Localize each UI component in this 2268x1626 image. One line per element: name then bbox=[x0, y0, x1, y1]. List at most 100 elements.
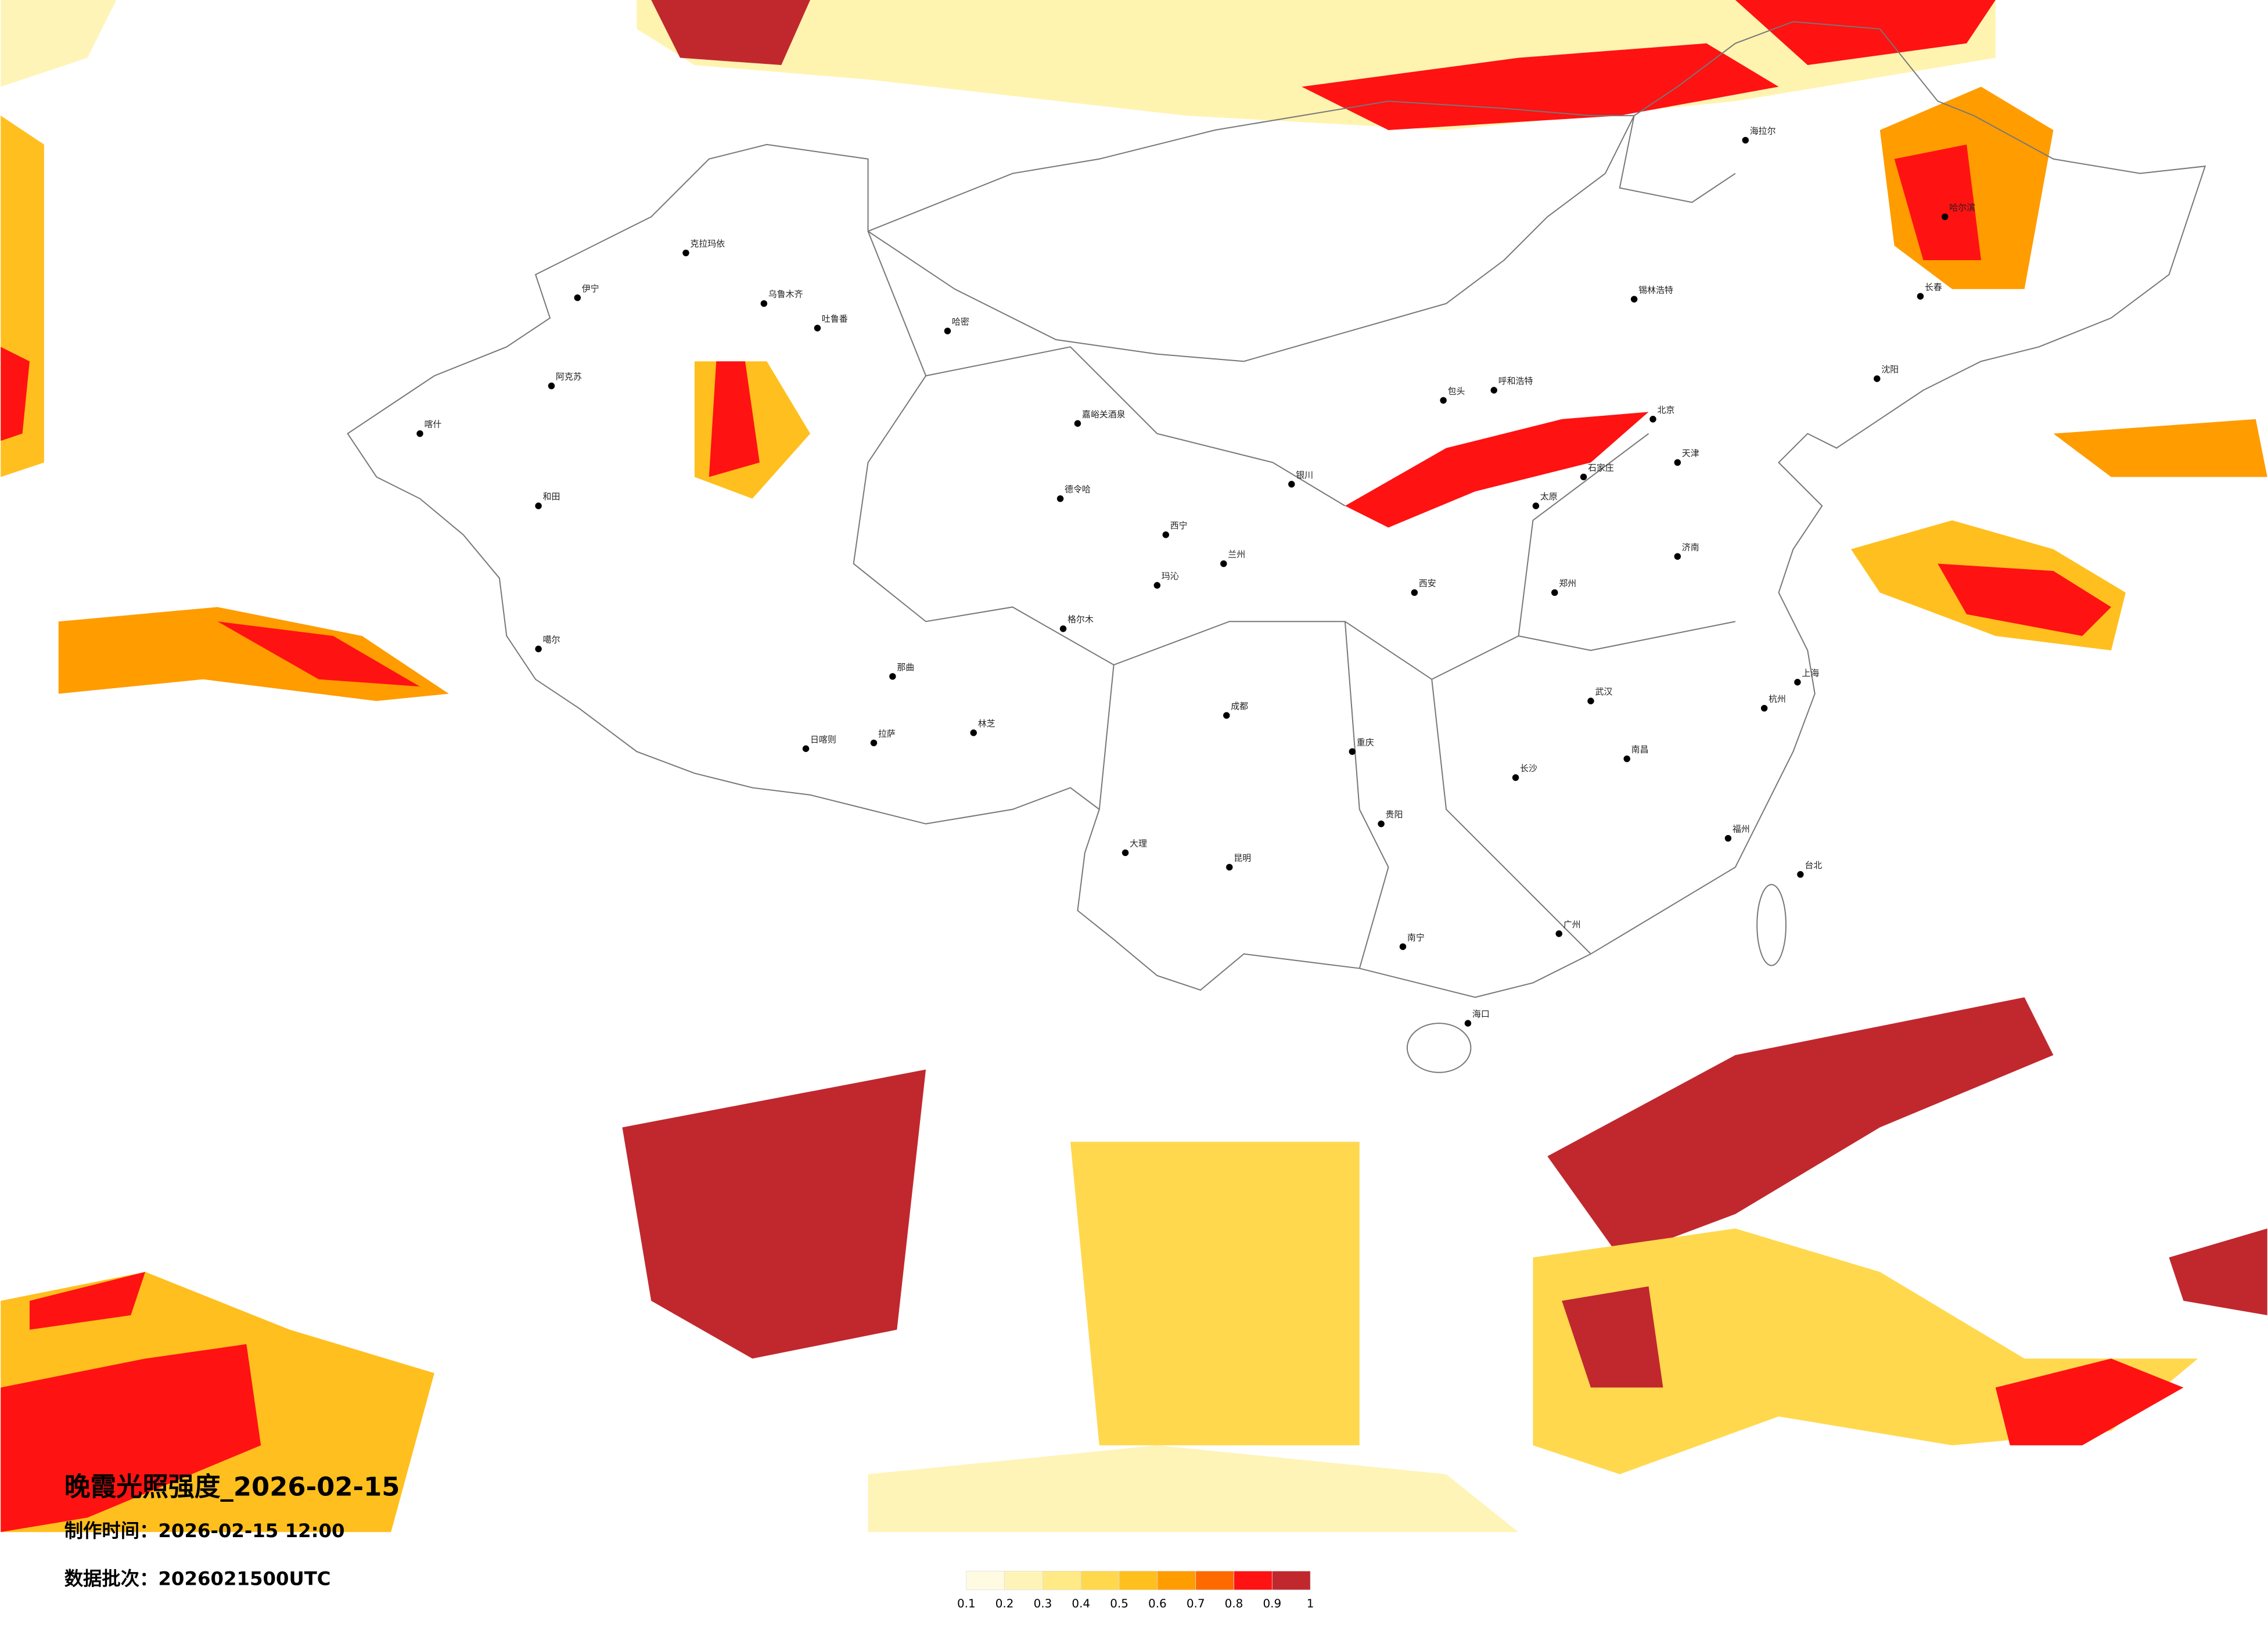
city-label: 长沙 bbox=[1520, 763, 1537, 774]
legend-tick-label: 0.5 bbox=[1110, 1597, 1128, 1610]
city-label: 西宁 bbox=[1170, 520, 1188, 531]
city-dot bbox=[1794, 679, 1801, 686]
city-dot bbox=[1220, 560, 1227, 567]
city-label: 太原 bbox=[1540, 491, 1558, 502]
heat-region bbox=[651, 0, 810, 65]
city-label: 南宁 bbox=[1407, 932, 1425, 942]
city-label: 兰州 bbox=[1228, 549, 1245, 560]
legend-tick-label: 0.6 bbox=[1148, 1597, 1167, 1610]
city-label: 格尔木 bbox=[1067, 614, 1094, 625]
city-label: 阿克苏 bbox=[556, 372, 582, 382]
city-label: 石家庄 bbox=[1588, 462, 1614, 473]
city-dot bbox=[1464, 1020, 1472, 1027]
city-label: 伊宁 bbox=[582, 283, 599, 294]
legend-tick-label: 0.3 bbox=[1034, 1597, 1052, 1610]
heat-region bbox=[868, 1445, 1519, 1533]
city-dot bbox=[1162, 531, 1169, 538]
city-dot bbox=[682, 249, 689, 257]
city-label: 噶尔 bbox=[543, 635, 560, 645]
heat-region bbox=[29, 1272, 146, 1330]
heat-region bbox=[1, 347, 30, 441]
city-dot bbox=[1649, 416, 1656, 423]
city-dot bbox=[1074, 420, 1081, 427]
city-dot bbox=[944, 328, 951, 334]
title: 晚霞光照强度_2026-02-15 bbox=[64, 1472, 400, 1502]
city-dot bbox=[1674, 553, 1681, 560]
city-label: 天津 bbox=[1682, 448, 1699, 459]
legend-tick-label: 0.9 bbox=[1263, 1597, 1281, 1610]
heat-region bbox=[1, 1344, 261, 1533]
city-label: 和田 bbox=[543, 491, 560, 502]
heat-region bbox=[1562, 1286, 1663, 1388]
city-label: 昆明 bbox=[1234, 852, 1251, 863]
city-dot bbox=[889, 673, 896, 680]
city-label: 北京 bbox=[1657, 405, 1674, 415]
legend-swatch bbox=[1004, 1571, 1043, 1591]
legend-swatch bbox=[1043, 1571, 1081, 1591]
city-label: 吐鲁番 bbox=[822, 314, 848, 324]
city-label: 玛沁 bbox=[1162, 571, 1179, 581]
city-dot bbox=[1056, 495, 1064, 502]
city-dot bbox=[535, 645, 542, 653]
city-label: 拉萨 bbox=[878, 728, 896, 739]
city-dot bbox=[1551, 589, 1558, 596]
city-label: 福州 bbox=[1733, 824, 1750, 834]
city-dot bbox=[1555, 930, 1562, 937]
data-batch: 数据批次：2026021500UTC bbox=[64, 1567, 331, 1589]
heat-region bbox=[1, 0, 117, 87]
legend-swatch bbox=[1234, 1571, 1273, 1591]
city-label: 德令哈 bbox=[1065, 484, 1091, 495]
heat-region bbox=[1894, 144, 1981, 260]
heat-region bbox=[1345, 412, 1649, 528]
city-label: 哈密 bbox=[952, 316, 969, 327]
city-dot bbox=[1153, 582, 1161, 589]
city-label: 广州 bbox=[1563, 919, 1581, 930]
city-dot bbox=[1059, 625, 1067, 632]
city-dot bbox=[814, 325, 821, 332]
city-dot bbox=[1223, 712, 1230, 719]
mongolia-border bbox=[868, 100, 1736, 232]
city-label: 银川 bbox=[1296, 470, 1313, 480]
city-dot bbox=[416, 430, 423, 437]
city-label: 林芝 bbox=[978, 718, 995, 729]
heat-region bbox=[1995, 1358, 2184, 1445]
city-dot bbox=[1122, 849, 1129, 857]
city-label: 海拉尔 bbox=[1750, 125, 1776, 136]
taiwan-border bbox=[1756, 884, 1787, 966]
city-label: 上海 bbox=[1802, 668, 1819, 678]
china-border bbox=[347, 21, 2206, 998]
city-label: 西安 bbox=[1419, 578, 1436, 589]
city-label: 海口 bbox=[1472, 1009, 1490, 1019]
city-label: 成都 bbox=[1231, 701, 1248, 711]
legend-tick-label: 0.2 bbox=[995, 1597, 1014, 1610]
city-label: 包头 bbox=[1448, 386, 1465, 396]
city-label: 武汉 bbox=[1595, 686, 1612, 697]
city-dot bbox=[1411, 589, 1418, 596]
city-label: 济南 bbox=[1682, 542, 1699, 552]
legend-tick-label: 1 bbox=[1307, 1597, 1314, 1610]
city-dot bbox=[1512, 774, 1519, 781]
borders bbox=[347, 21, 2206, 1073]
legend-swatch bbox=[1271, 1571, 1311, 1591]
city-label: 哈尔滨 bbox=[1949, 202, 1975, 213]
legend-tick-label: 0.8 bbox=[1225, 1597, 1243, 1610]
heat-region bbox=[2169, 1228, 2267, 1315]
city-dot bbox=[1580, 473, 1587, 481]
legend-swatch bbox=[966, 1571, 1005, 1591]
city-dot bbox=[1797, 871, 1804, 878]
city-dot bbox=[548, 382, 555, 390]
heat-region bbox=[2053, 419, 2267, 477]
city-dot bbox=[1724, 834, 1732, 842]
legend-swatch bbox=[1119, 1571, 1158, 1591]
legend-tick-label: 0.4 bbox=[1072, 1597, 1090, 1610]
heat-region bbox=[622, 1069, 926, 1359]
legend-swatch bbox=[1157, 1571, 1196, 1591]
city-dot bbox=[802, 745, 810, 752]
city-label: 杭州 bbox=[1769, 694, 1786, 704]
city-label: 沈阳 bbox=[1881, 364, 1899, 375]
production-time: 制作时间：2026-02-15 12:00 bbox=[64, 1520, 345, 1542]
heat-region bbox=[217, 621, 420, 687]
city-dot bbox=[1674, 459, 1681, 466]
city-label: 长春 bbox=[1925, 282, 1942, 292]
